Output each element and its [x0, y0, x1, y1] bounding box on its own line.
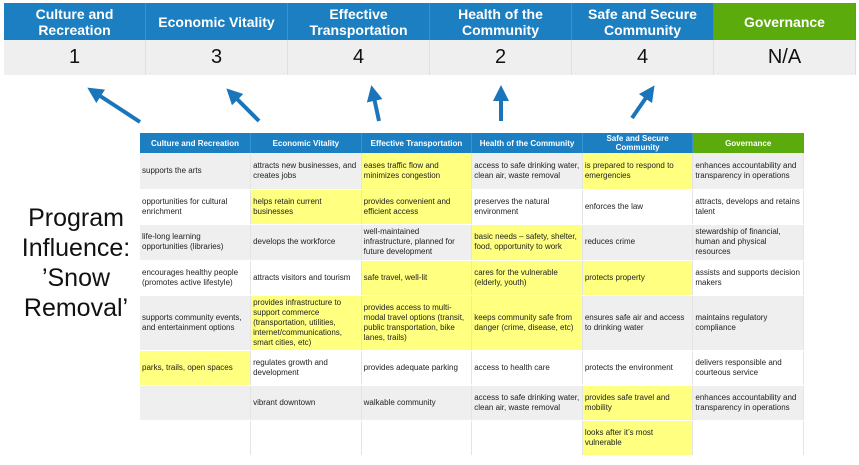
arrow-icon — [87, 87, 142, 124]
table-cell: eases traffic flow and minimizes congest… — [361, 153, 473, 190]
summary-score: 3 — [146, 40, 288, 75]
table-row: encourages healthy people (promotes acti… — [140, 260, 804, 296]
column-header: Effective Transportation — [361, 133, 473, 153]
table-cell: helps retain current businesses — [250, 189, 362, 225]
table-cell: stewardship of financial, human and phys… — [692, 224, 804, 261]
table-cell: attracts new businesses, and creates job… — [250, 153, 362, 190]
table-cell: enhances accountability and transparency… — [692, 385, 804, 421]
table-cell: attracts visitors and tourism — [250, 260, 362, 296]
table-row: supports community events, and entertain… — [140, 295, 804, 351]
column-header: Governance — [692, 133, 804, 153]
table-cell: parks, trails, open spaces — [140, 350, 252, 386]
column-header: Economic Vitality — [250, 133, 362, 153]
summary-header: Economic Vitality — [146, 3, 288, 40]
table-cell: attracts, develops and retains talent — [692, 189, 804, 225]
column-header: Health of the Community — [471, 133, 583, 153]
table-cell: basic needs – safety, shelter, food, opp… — [471, 224, 583, 261]
table-cell: assists and supports decision makers — [692, 260, 804, 296]
table-cell: provides convenient and efficient access — [361, 189, 473, 225]
table-cell: protects the environment — [582, 350, 694, 386]
table-cell — [250, 420, 362, 456]
arrow-icon — [630, 85, 655, 120]
table-cell: provides infrastructure to support comme… — [250, 295, 362, 351]
table-cell: ensures safe air and access to drinking … — [582, 295, 694, 351]
table-cell: develops the workforce — [250, 224, 362, 261]
table-cell: maintains regulatory compliance — [692, 295, 804, 351]
table-cell: keeps community safe from danger (crime,… — [471, 295, 583, 351]
table-cell: provides adequate parking — [361, 350, 473, 386]
table-cell: vibrant downtown — [250, 385, 362, 421]
table-cell — [140, 385, 252, 421]
table-cell: access to health care — [471, 350, 583, 386]
table-cell: access to safe drinking water, clean air… — [471, 153, 583, 190]
table-cell: life-long learning opportunities (librar… — [140, 224, 252, 261]
table-cell: supports the arts — [140, 153, 252, 190]
table-row: looks after it’s most vulnerable — [140, 420, 804, 456]
summary-score: 4 — [288, 40, 430, 75]
summary-score: 4 — [572, 40, 714, 75]
table-cell: cares for the vulnerable (elderly, youth… — [471, 260, 583, 296]
table-cell: looks after it’s most vulnerable — [582, 420, 694, 456]
table-cell: opportunities for cultural enrichment — [140, 189, 252, 225]
table-cell: delivers responsible and courteous servi… — [692, 350, 804, 386]
table-row: parks, trails, open spaces regulates grow… — [140, 350, 804, 386]
table-cell: preserves the natural environment — [471, 189, 583, 225]
table-cell: provides access to multi-modal travel op… — [361, 295, 473, 351]
table-cell: provides safe travel and mobility — [582, 385, 694, 421]
table-row: supports the arts attracts new businesses… — [140, 153, 804, 190]
summary-header: Safe and Secure Community — [572, 3, 714, 40]
table-cell: is prepared to respond to emergencies — [582, 153, 694, 190]
table-cell — [361, 420, 473, 456]
summary-header: Governance — [714, 3, 856, 40]
table-cell — [140, 420, 252, 456]
table-cell: supports community events, and entertain… — [140, 295, 252, 351]
summary-header: Effective Transportation — [288, 3, 430, 40]
summary-score: 1 — [4, 40, 146, 75]
summary-header: Health of the Community — [430, 3, 572, 40]
column-header: Culture and Recreation — [140, 133, 252, 153]
table-row: life-long learning opportunities (librar… — [140, 224, 804, 261]
table-cell: regulates growth and development — [250, 350, 362, 386]
summary-scores: Culture and Recreation Economic Vitality E… — [4, 3, 856, 75]
table-cell: enforces the law — [582, 189, 694, 225]
table-cell: reduces crime — [582, 224, 694, 261]
table-cell — [471, 420, 583, 456]
arrow-icon — [366, 85, 383, 122]
table-cell: protects property — [582, 260, 694, 296]
table-cell: safe travel, well-lit — [361, 260, 473, 296]
column-header: Safe and Secure Community — [582, 133, 694, 153]
table-cell: enhances accountability and transparency… — [692, 153, 804, 190]
summary-score: N/A — [714, 40, 856, 75]
summary-score: 2 — [430, 40, 572, 75]
table-row: vibrant downtown walkable community access… — [140, 385, 804, 421]
summary-header: Culture and Recreation — [4, 3, 146, 40]
program-influence-label: Program Influence: ’Snow Removal’ — [21, 204, 131, 322]
arrow-icon — [226, 88, 261, 123]
table-row: opportunities for cultural enrichment hel… — [140, 189, 804, 225]
influence-table: Culture and Recreation Economic Vitality E… — [140, 133, 804, 456]
table-cell: well-maintained infrastructure, planned … — [361, 224, 473, 261]
table-cell: walkable community — [361, 385, 473, 421]
table-cell: encourages healthy people (promotes acti… — [140, 260, 252, 296]
table-cell — [692, 420, 804, 456]
table-cell: access to safe drinking water, clean air… — [471, 385, 583, 421]
